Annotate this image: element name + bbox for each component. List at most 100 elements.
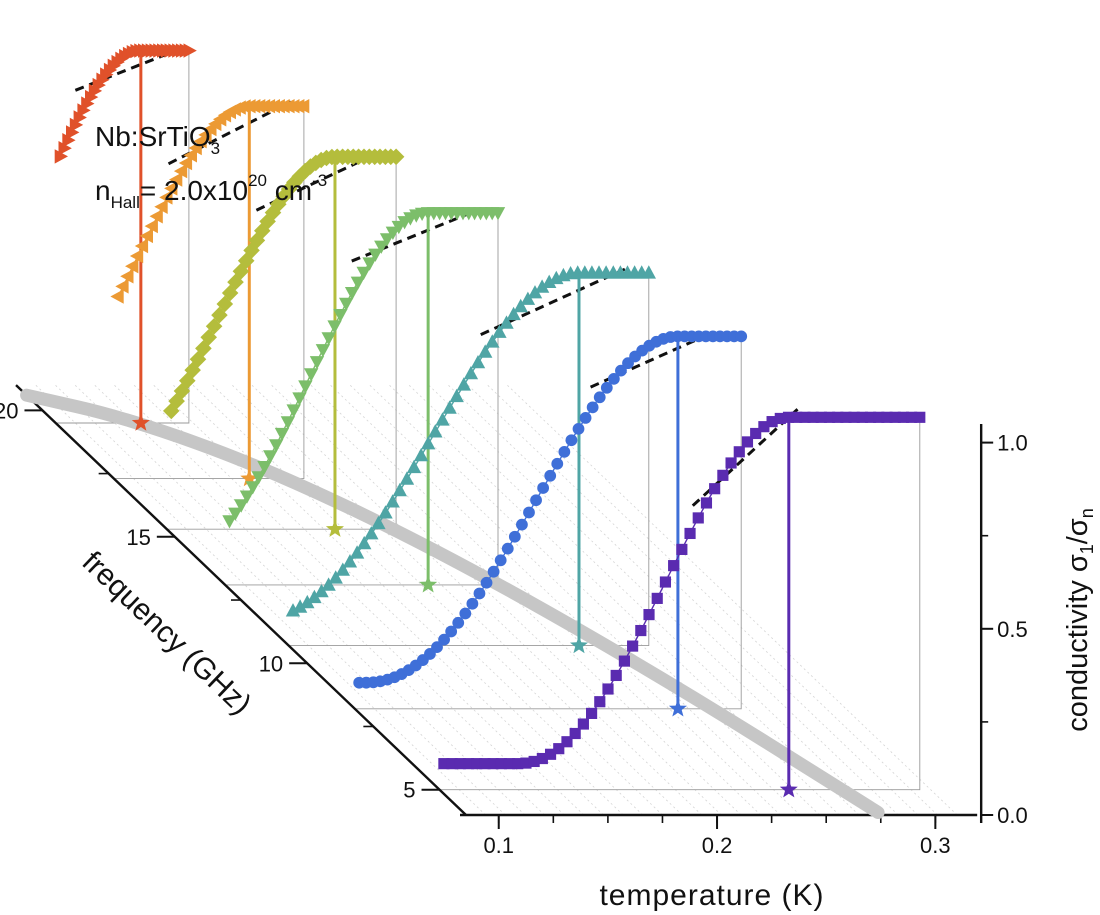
data-point-marker <box>848 411 860 423</box>
series-19.5GHz <box>54 43 197 431</box>
data-point-marker <box>733 446 745 458</box>
data-point-marker <box>725 457 737 469</box>
data-point-marker <box>295 99 310 114</box>
data-point-marker <box>344 287 360 301</box>
data-point-marker <box>183 43 197 58</box>
data-point-marker <box>251 471 266 485</box>
data-point-marker <box>577 718 589 730</box>
data-point-marker <box>120 269 134 284</box>
data-point-marker <box>406 459 422 474</box>
z-axis-title: conductivity σ1/σn <box>1062 508 1097 731</box>
data-point-marker <box>129 248 144 264</box>
data-point-marker <box>66 125 80 140</box>
data-point-marker <box>473 587 486 600</box>
data-point-marker <box>179 372 196 389</box>
data-point-marker <box>454 758 466 770</box>
data-point-marker <box>339 297 354 312</box>
data-point-marker <box>449 388 464 403</box>
depth-hatch-line <box>55 384 506 816</box>
series-17.3GHz <box>110 99 310 487</box>
data-point-marker <box>459 607 472 620</box>
data-point-marker <box>342 554 358 568</box>
data-point-marker <box>298 380 313 394</box>
depth-hatch-line <box>389 384 840 816</box>
data-point-marker <box>565 434 578 447</box>
data-point-marker <box>286 404 301 418</box>
data-point-marker <box>602 683 614 695</box>
series-layer <box>54 43 926 798</box>
x-tick-label: 0.1 <box>483 833 514 858</box>
data-point-marker <box>530 494 542 507</box>
data-point-marker <box>572 422 585 435</box>
material-base: Nb:SrTiO <box>95 121 211 152</box>
data-point-marker <box>700 497 713 509</box>
data-point-marker <box>823 411 836 423</box>
tc-star-marker <box>419 575 438 593</box>
data-point-marker <box>368 248 383 262</box>
data-point-marker <box>906 411 918 423</box>
data-point-marker <box>452 616 465 629</box>
data-point-marker <box>69 117 84 133</box>
x-axis-title: temperature (K) <box>599 879 824 912</box>
depth-hatch-line <box>506 384 958 816</box>
data-point-marker <box>428 424 443 438</box>
depth-hatch-line <box>447 384 899 816</box>
data-point-marker <box>54 149 68 164</box>
data-point-marker <box>741 436 754 448</box>
data-point-marker <box>110 289 124 304</box>
data-point-marker <box>442 400 457 414</box>
data-point-marker <box>485 334 500 348</box>
data-point-marker <box>173 163 188 179</box>
data-point-marker <box>378 505 393 519</box>
data-point-marker <box>709 483 721 495</box>
data-point-marker <box>501 542 514 555</box>
data-point-marker <box>544 748 557 760</box>
depth-hatch-line <box>467 384 919 816</box>
data-point-marker <box>881 411 893 423</box>
data-point-marker <box>228 507 243 521</box>
data-point-marker <box>125 259 139 274</box>
data-point-marker <box>328 570 343 584</box>
data-point-marker <box>551 457 564 470</box>
data-point-marker <box>362 257 377 271</box>
data-point-marker <box>159 190 173 205</box>
depth-hatch-line <box>172 384 624 816</box>
data-point-marker <box>668 560 680 572</box>
data-point-marker <box>873 411 885 423</box>
y-axis-title: frequency (GHz) <box>76 545 258 721</box>
depth-hatch-line <box>408 384 860 816</box>
tc-star-marker <box>131 413 150 431</box>
data-point-marker <box>371 515 386 530</box>
data-point-marker <box>385 494 400 508</box>
depth-hatch-line <box>487 384 938 816</box>
series-10.7GHz <box>285 265 656 654</box>
data-point-marker <box>435 412 450 426</box>
data-point-marker <box>263 450 278 464</box>
data-point-marker <box>300 594 315 609</box>
data-point-marker <box>799 411 811 423</box>
data-point-marker <box>766 416 778 428</box>
data-point-marker <box>832 411 844 423</box>
data-point-marker <box>421 436 436 450</box>
data-point-marker <box>275 188 292 205</box>
data-point-marker <box>480 576 493 589</box>
data-point-marker <box>815 411 827 423</box>
depth-hatch-line <box>192 384 644 816</box>
data-point-marker <box>211 306 228 324</box>
series-15.3GHz <box>163 148 405 537</box>
data-point-marker <box>527 285 543 299</box>
data-point-marker <box>115 279 129 294</box>
data-point-marker <box>309 356 325 370</box>
data-point-marker <box>392 482 407 497</box>
data-point-marker <box>58 141 72 156</box>
data-point-marker <box>399 471 415 485</box>
data-point-marker <box>579 412 592 424</box>
data-point-marker <box>356 266 371 280</box>
data-point-marker <box>315 344 331 358</box>
data-point-marker <box>307 154 325 172</box>
data-point-marker <box>227 273 244 291</box>
depth-hatch-line <box>271 384 722 816</box>
data-point-marker <box>234 499 249 513</box>
data-point-marker <box>897 411 909 423</box>
